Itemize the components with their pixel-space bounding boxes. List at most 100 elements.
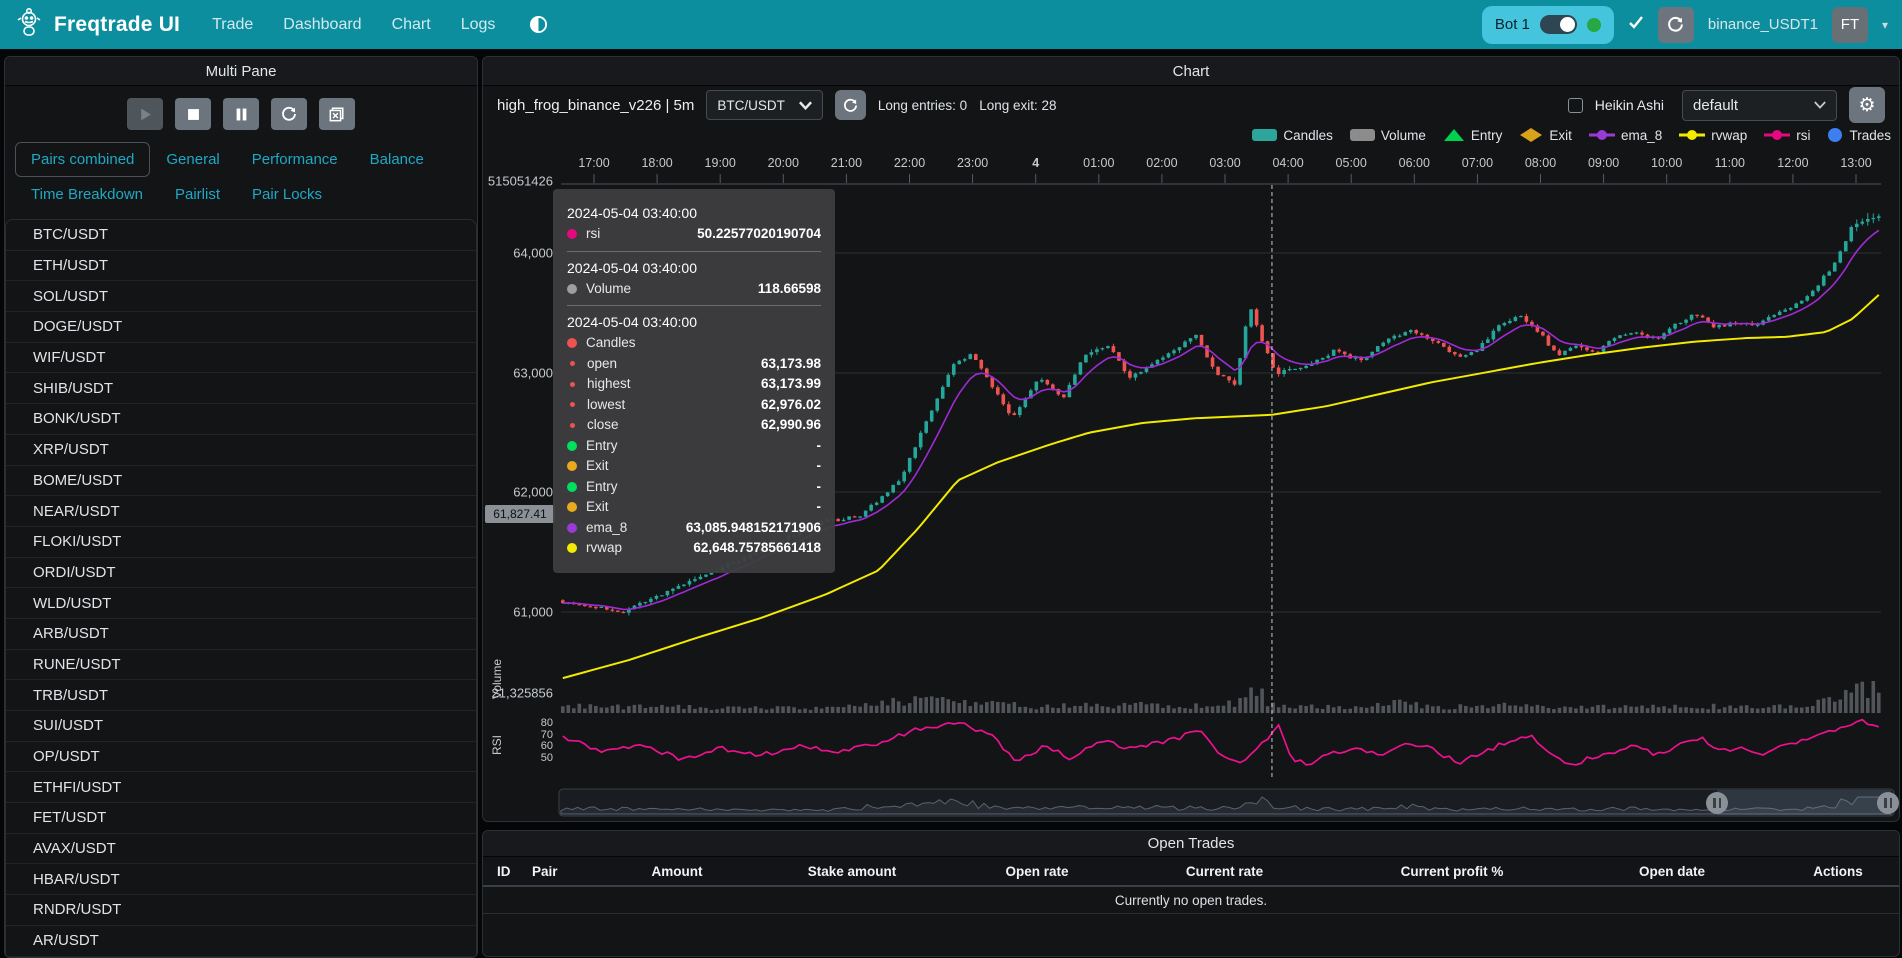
pair-row-ar[interactable]: AR/USDT <box>6 926 476 957</box>
bot-selector[interactable]: Bot 1 <box>1481 5 1614 44</box>
tooltip-row-close: close 62,990.96 <box>567 415 821 436</box>
series-dot-icon <box>570 381 575 387</box>
remove-chart-button[interactable] <box>319 98 355 130</box>
pane-controls <box>5 86 477 134</box>
theme-toggle-icon[interactable] <box>529 15 548 34</box>
open-trades-panel: Open Trades ID Pair Amount Stake amount Open… <box>482 830 1900 957</box>
reload-bot-button[interactable] <box>1657 6 1694 43</box>
x-axis-label: 22:00 <box>893 156 926 170</box>
exchange-account-label: binance_USDT1 <box>1707 16 1818 33</box>
legend-rsi[interactable]: rsi <box>1764 128 1810 143</box>
pair-select[interactable]: BTC/USDT <box>706 90 823 120</box>
pair-row-bome[interactable]: BOME/USDT <box>6 466 476 497</box>
pair-row-trb[interactable]: TRB/USDT <box>6 680 476 711</box>
tab-pairlist[interactable]: Pairlist <box>175 186 221 203</box>
pair-row-rune[interactable]: RUNE/USDT <box>6 650 476 681</box>
x-axis-label: 01:00 <box>1083 156 1115 170</box>
bot-toggle[interactable] <box>1539 15 1577 34</box>
pair-row-eth[interactable]: ETH/USDT <box>6 251 476 282</box>
pair-row-shib[interactable]: SHIB/USDT <box>6 373 476 405</box>
datazoom-right-handle[interactable] <box>1877 791 1899 814</box>
series-dot-icon <box>567 338 577 349</box>
legend-rvwap[interactable]: rvwap <box>1679 128 1747 143</box>
loop-button[interactable] <box>271 98 307 130</box>
pair-row-rndr[interactable]: RNDR/USDT <box>6 895 476 926</box>
trades-swatch-icon <box>1828 128 1843 142</box>
price-axis-label: 63,000 <box>513 365 553 381</box>
stop-button[interactable] <box>175 98 211 130</box>
play-button[interactable] <box>127 98 163 130</box>
pair-row-avax[interactable]: AVAX/USDT <box>6 834 476 865</box>
chart-tooltip: 2024-05-04 03:40:00 rsi 50.22577020190704 2… <box>553 189 835 573</box>
pair-row-xrp[interactable]: XRP/USDT <box>6 435 476 466</box>
pause-button[interactable] <box>223 98 259 130</box>
datazoom-left-handle[interactable] <box>1706 791 1728 814</box>
x-axis-label: 10:00 <box>1651 156 1683 170</box>
nav-link-trade[interactable]: Trade <box>212 15 254 33</box>
chart-legend: Candles Volume Entry Exit ema_8 rvwap rsi Trade… <box>1252 127 1891 143</box>
tab-pairs-combined[interactable]: Pairs combined <box>15 142 151 177</box>
pair-row-floki[interactable]: FLOKI/USDT <box>6 527 476 558</box>
nav-link-chart[interactable]: Chart <box>391 15 431 33</box>
avatar[interactable]: FT <box>1831 6 1868 43</box>
bot-name: Bot 1 <box>1494 16 1530 33</box>
nav-link-logs[interactable]: Logs <box>460 15 496 33</box>
legend-candles[interactable]: Candles <box>1252 128 1333 143</box>
volume-axis-label: 21,325856 <box>491 685 553 701</box>
pair-row-sui[interactable]: SUI/USDT <box>6 711 476 742</box>
pair-row-arb[interactable]: ARB/USDT <box>6 619 476 650</box>
multi-pane-panel: Multi Pane Pairs combined General Performa… <box>4 56 478 958</box>
pair-row-wif[interactable]: WIF/USDT <box>6 343 476 374</box>
navbar-right: Bot 1 binance_USDT1 FT ▾ <box>1481 5 1888 44</box>
tooltip-row-highest: highest 63,173.99 <box>567 374 821 395</box>
pair-row-bonk[interactable]: BONK/USDT <box>6 404 476 435</box>
legend-trades[interactable]: Trades <box>1827 127 1891 143</box>
pair-row-ordi[interactable]: ORDI/USDT <box>6 558 476 589</box>
pair-row-near[interactable]: NEAR/USDT <box>6 496 476 527</box>
tab-performance[interactable]: Performance <box>251 151 338 168</box>
pair-row-op[interactable]: OP/USDT <box>6 742 476 773</box>
tab-general[interactable]: General <box>166 151 220 168</box>
last-price-tag: 61,827.41 <box>485 505 555 523</box>
user-menu-caret-icon[interactable]: ▾ <box>1881 17 1888 32</box>
long-entries-count: Long entries: 0 <box>877 97 968 113</box>
price-axis-label: 61,000 <box>513 604 553 620</box>
rsi-axis-label: 50 <box>540 751 553 764</box>
legend-ema_8[interactable]: ema_8 <box>1588 128 1662 143</box>
legend-exit[interactable]: Exit <box>1519 128 1572 143</box>
chart-panel: Chart high_frog_binance_v226 | 5m BTC/US… <box>482 56 1900 822</box>
chart-refresh-button[interactable] <box>834 90 866 120</box>
volume-swatch-icon <box>1349 129 1375 141</box>
tab-time-breakdown[interactable]: Time Breakdown <box>31 186 143 203</box>
x-axis-label: 02:00 <box>1146 156 1178 170</box>
tab-balance[interactable]: Balance <box>369 151 424 168</box>
candles-swatch-icon <box>1252 129 1278 141</box>
tab-pair-locks[interactable]: Pair Locks <box>252 186 323 203</box>
pair-row-fet[interactable]: FET/USDT <box>6 803 476 834</box>
pair-row-btc[interactable]: BTC/USDT <box>6 220 476 251</box>
pair-row-sol[interactable]: SOL/USDT <box>6 281 476 313</box>
nav-link-dashboard[interactable]: Dashboard <box>283 15 362 33</box>
pair-list: BTC/USDT ETH/USDT SOL/USDT DOGE/USDT WIF/USD… <box>5 219 477 957</box>
chevron-down-icon <box>1814 101 1826 109</box>
x-axis-label: 19:00 <box>704 156 736 170</box>
pair-row-doge[interactable]: DOGE/USDT <box>6 312 476 343</box>
pair-row-wld[interactable]: WLD/USDT <box>6 588 476 619</box>
col-pair: Pair <box>532 863 558 879</box>
y-axis-top-label: 515051426 <box>487 173 553 189</box>
bot-online-dot <box>1586 17 1601 32</box>
legend-volume[interactable]: Volume <box>1349 128 1426 143</box>
long-exits-count: Long exit: 28 <box>979 97 1057 113</box>
plot-config-select[interactable]: default <box>1682 89 1837 121</box>
robot-logo-icon <box>14 7 44 42</box>
series-dot-icon <box>567 440 577 451</box>
pair-row-hbar[interactable]: HBAR/USDT <box>6 864 476 896</box>
tooltip-row-lowest: lowest 62,976.02 <box>567 395 821 416</box>
app-title: Freqtrade UI <box>54 12 181 36</box>
plot-settings-button[interactable]: ⚙ <box>1849 87 1885 123</box>
legend-entry[interactable]: Entry <box>1443 128 1502 143</box>
heikin-ashi-checkbox[interactable] <box>1567 97 1583 113</box>
rsi-axis-label: 80 <box>540 717 553 729</box>
pair-row-ethfi[interactable]: ETHFI/USDT <box>6 772 476 804</box>
rsi-axis-label: 70 <box>540 728 553 741</box>
